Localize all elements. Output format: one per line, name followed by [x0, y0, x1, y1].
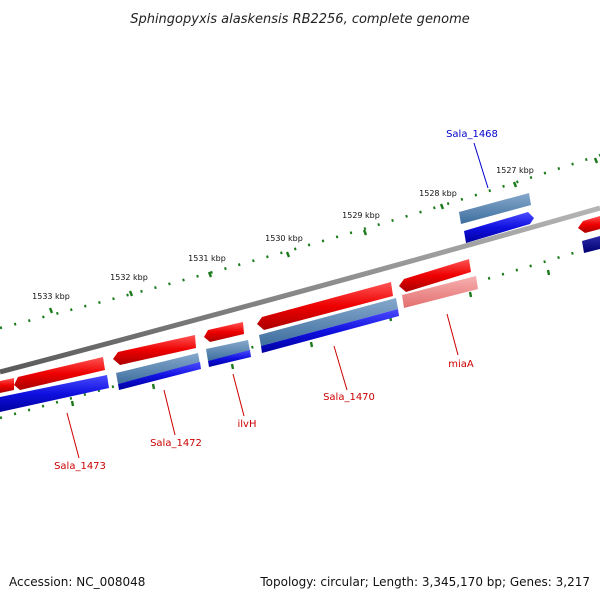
genome-backbone [0, 205, 600, 375]
gene-arrow-reverse [118, 362, 201, 390]
rna-strip [459, 193, 531, 224]
gene-arrow-forward [257, 282, 393, 330]
gene-labels: Sala_1468 miaA Sala_1470 ilvH Sala_1472 … [54, 129, 498, 472]
gene-arrow-reverse [208, 350, 251, 367]
gene-label-Sala_1470[interactable]: Sala_1470 [323, 392, 375, 403]
gene-arrow-forward [14, 357, 105, 390]
gene-arrow-forward [113, 335, 196, 365]
reverse-strand-features [0, 212, 600, 412]
ruler-label: 1531 kbp [188, 254, 226, 263]
gene-arrow-reverse-dark [582, 236, 600, 253]
gene-label-miaA[interactable]: miaA [448, 359, 474, 370]
ruler-label: 1533 kbp [32, 292, 70, 301]
gene-arrow-forward [578, 216, 600, 233]
ruler-label: 1530 kbp [265, 234, 303, 243]
rna-strips [116, 193, 531, 384]
gene-arrow-reverse [0, 375, 109, 412]
gene-arrow-reverse [464, 212, 534, 243]
gene-arrow-forward [204, 322, 244, 342]
rna-strip [116, 353, 200, 384]
ruler-label: 1532 kbp [110, 273, 148, 282]
gene-label-ilvH[interactable]: ilvH [238, 419, 257, 430]
label-leaders [66, 142, 489, 459]
ruler-label: 1529 kbp [342, 211, 380, 220]
genome-summary-text: Topology: circular; Length: 3,345,170 bp… [259, 575, 590, 589]
ruler-major-ticks [48, 157, 599, 314]
gene-arrow-miaA-strip [402, 276, 478, 308]
rna-strip [259, 298, 398, 346]
rna-strip [206, 340, 250, 361]
ruler-labels: 1527 kbp 1528 kbp 1529 kbp 1530 kbp 1531… [32, 166, 534, 301]
gene-label-Sala_1472[interactable]: Sala_1472 [150, 438, 202, 449]
gene-arrow-forward [0, 378, 14, 393]
forward-strand-features [0, 216, 600, 393]
gene-arrow-reverse [261, 309, 399, 353]
ruler-label: 1527 kbp [496, 166, 534, 175]
accession-text: Accession: NC_008048 [9, 575, 145, 589]
gene-label-Sala_1468[interactable]: Sala_1468 [446, 129, 498, 140]
gene-arrow-forward [399, 259, 471, 292]
map-title: Sphingopyxis alaskensis RB2256, complete… [130, 12, 470, 27]
gene-label-Sala_1473[interactable]: Sala_1473 [54, 461, 106, 472]
ruler-label: 1528 kbp [419, 189, 457, 198]
